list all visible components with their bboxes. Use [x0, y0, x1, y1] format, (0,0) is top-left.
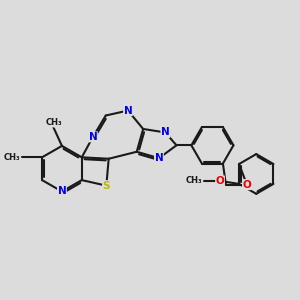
- Text: N: N: [154, 153, 163, 163]
- Text: O: O: [242, 180, 251, 190]
- Text: N: N: [88, 132, 97, 142]
- Text: CH₃: CH₃: [186, 176, 202, 185]
- Text: N: N: [124, 106, 132, 116]
- Text: CH₃: CH₃: [46, 118, 62, 127]
- Text: N: N: [58, 187, 66, 196]
- Text: O: O: [216, 176, 224, 186]
- Text: S: S: [103, 181, 110, 190]
- Text: CH₃: CH₃: [4, 153, 20, 162]
- Text: N: N: [161, 128, 170, 137]
